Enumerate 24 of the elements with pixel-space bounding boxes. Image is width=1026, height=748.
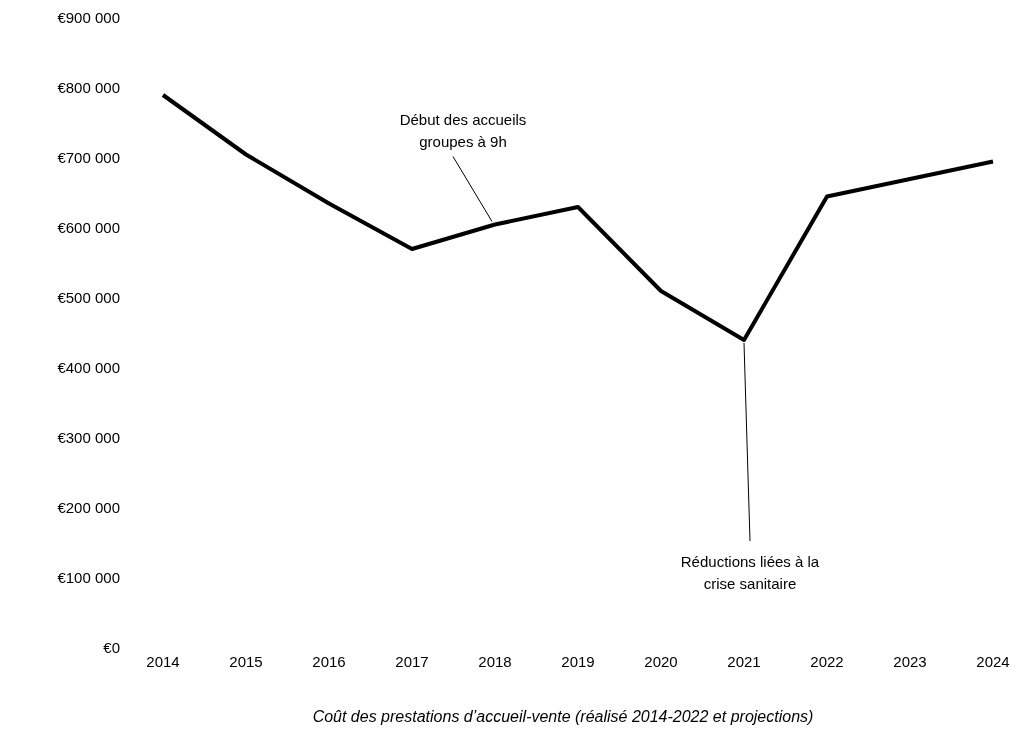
y-tick-label: €600 000 bbox=[57, 219, 120, 237]
y-tick-label: €800 000 bbox=[57, 79, 120, 97]
x-tick-label: 2015 bbox=[229, 652, 263, 670]
y-tick-label: €700 000 bbox=[57, 149, 120, 167]
y-tick-label: €500 000 bbox=[57, 289, 120, 307]
y-tick-label: €400 000 bbox=[57, 359, 120, 377]
y-tick-label: €0 bbox=[103, 639, 120, 657]
x-tick-label: 2019 bbox=[561, 652, 595, 670]
y-tick-label: €100 000 bbox=[57, 569, 120, 587]
x-tick-label: 2021 bbox=[727, 652, 761, 670]
x-tick-label: 2024 bbox=[976, 652, 1010, 670]
y-tick-label: €200 000 bbox=[57, 499, 120, 517]
x-tick-label: 2022 bbox=[810, 652, 844, 670]
x-tick-label: 2020 bbox=[644, 652, 678, 670]
annotation: Réductions liées à la crise sanitaire bbox=[680, 553, 820, 592]
y-tick-label: €300 000 bbox=[57, 429, 120, 447]
x-tick-label: 2017 bbox=[395, 652, 429, 670]
x-tick-label: 2018 bbox=[478, 652, 512, 670]
y-tick-label: €900 000 bbox=[57, 9, 120, 27]
x-tick-label: 2014 bbox=[146, 652, 180, 670]
annotation: Début des accueils groupes à 9h bbox=[399, 110, 527, 150]
x-tick-label: 2016 bbox=[312, 652, 346, 670]
x-axis-title: Coût des prestations d’accueil-vente (réalisé 2014-2022 et projections) bbox=[311, 708, 815, 726]
x-tick-label: 2023 bbox=[893, 652, 927, 670]
